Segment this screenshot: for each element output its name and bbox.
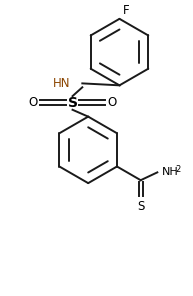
Text: S: S — [68, 96, 78, 110]
Text: S: S — [137, 200, 144, 213]
Text: F: F — [122, 4, 129, 17]
Text: O: O — [107, 96, 116, 110]
Text: O: O — [29, 96, 38, 110]
Text: NH: NH — [162, 167, 179, 177]
Text: HN: HN — [53, 77, 71, 90]
Text: 2: 2 — [175, 165, 181, 174]
